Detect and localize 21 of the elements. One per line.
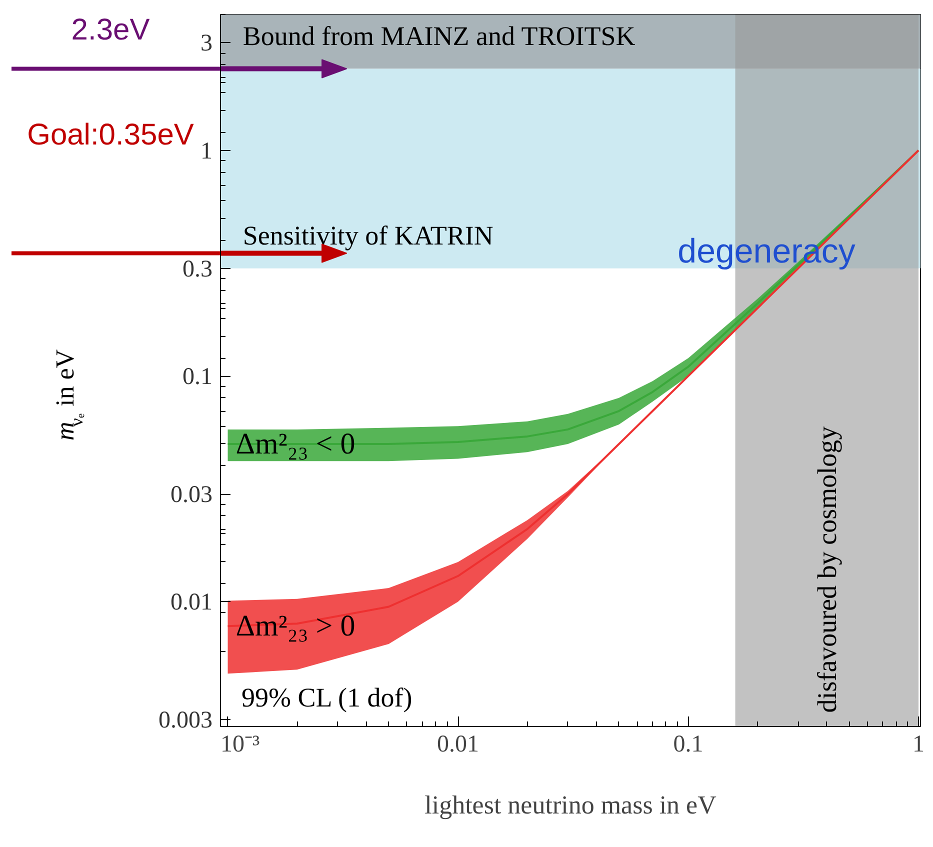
x-axis-title: lightest neutrino mass in eV: [424, 790, 717, 820]
x-tick-label: 0.1: [673, 732, 704, 758]
ref-line-label: Goal:0.35eV: [27, 118, 194, 152]
band-label: Bound from MAINZ and TROITSK: [242, 20, 636, 51]
x-tick-label: 10⁻³: [220, 732, 260, 758]
band-label: Sensitivity of KATRIN: [242, 220, 494, 251]
ref-line-label: 2.3eV: [71, 14, 150, 47]
x-tick-label: 1: [912, 732, 925, 758]
y-tick-label: 0.01: [170, 590, 212, 616]
y-tick-label: 0.3: [182, 256, 212, 282]
y-axis-title: mνₑ in eV: [50, 349, 87, 440]
annotation: 99% CL (1 dof): [242, 682, 412, 712]
y-tick-label: 1: [200, 138, 212, 164]
series-label: Δm²₂₃ > 0: [236, 610, 356, 643]
y-tick-label: 0.03: [170, 482, 212, 508]
y-tick-label: 0.1: [182, 364, 212, 390]
band-label: disfavoured by cosmology: [812, 426, 842, 713]
y-tick-label: 3: [200, 30, 212, 57]
x-tick-label: 0.01: [437, 732, 480, 758]
y-tick-label: 0.003: [158, 708, 212, 734]
series-label: Δm²₂₃ < 0: [236, 427, 356, 460]
